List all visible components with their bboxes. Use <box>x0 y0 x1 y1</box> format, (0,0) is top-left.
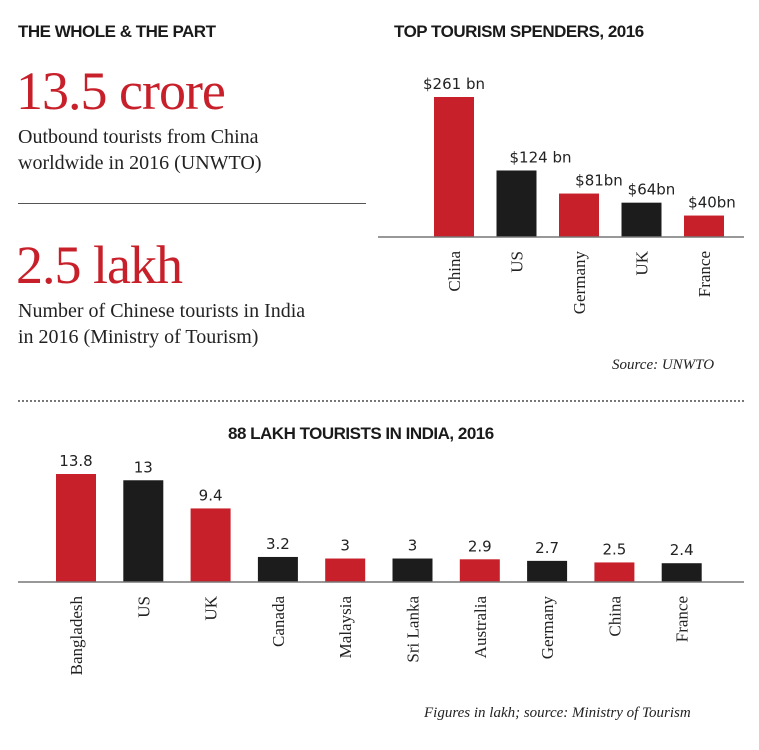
bar-france <box>661 563 702 582</box>
category-label: US <box>134 596 153 618</box>
category-label: US <box>508 251 527 273</box>
stat-india-desc-line1: Number of Chinese tourists in India <box>18 300 306 322</box>
category-label: Bangladesh <box>67 596 86 676</box>
value-label: 13 <box>134 458 153 476</box>
bar-canada <box>257 556 298 582</box>
value-label: 9.4 <box>199 486 223 504</box>
section-separator <box>18 400 744 402</box>
category-label: France <box>673 596 692 642</box>
bar-malaysia <box>325 558 366 582</box>
bar-bangladesh <box>56 474 96 582</box>
bar-china <box>594 562 635 582</box>
stat-india-value: 2.5 lakh <box>16 235 183 295</box>
category-label: Sri Lanka <box>404 596 423 663</box>
bar-us <box>496 170 537 237</box>
bar-sri-lanka <box>392 558 433 582</box>
bar-germany <box>559 193 599 237</box>
stat-india-desc-line2: in 2016 (Ministry of Tourism) <box>18 326 259 348</box>
bar-france <box>684 215 724 237</box>
spenders-chart-title: TOP TOURISM SPENDERS, 2016 <box>394 22 644 41</box>
value-label: $40bn <box>688 194 736 212</box>
stat-outbound-desc: Outbound tourists from China worldwide i… <box>18 124 378 176</box>
spenders-chart-source: Source: UNWTO <box>612 357 715 373</box>
value-label: 3 <box>340 537 350 555</box>
bar-uk <box>190 508 231 582</box>
category-label: China <box>445 251 464 292</box>
category-label: China <box>605 596 624 637</box>
category-label: Malaysia <box>336 596 355 659</box>
value-label: $124 bn <box>510 148 572 166</box>
bar-uk <box>621 202 662 237</box>
divider-rule <box>18 203 366 204</box>
stat-india-desc: Number of Chinese tourists in India in 2… <box>18 298 378 350</box>
value-label: 13.8 <box>59 452 92 470</box>
value-label: 2.5 <box>602 540 626 558</box>
stat-outbound-desc-line1: Outbound tourists from China <box>18 126 259 148</box>
value-label: $81bn <box>575 172 623 190</box>
bar-china <box>434 97 474 237</box>
value-label: $64bn <box>628 181 676 199</box>
india-chart-source: Figures in lakh; source: Ministry of Tou… <box>424 705 691 721</box>
category-label: Germany <box>538 596 557 660</box>
value-label: 2.9 <box>468 537 492 555</box>
value-label: 3.2 <box>266 535 290 553</box>
category-label: France <box>695 251 714 297</box>
bar-us <box>123 480 164 582</box>
category-label: Canada <box>269 596 288 647</box>
stat-outbound-value: 13.5 crore <box>16 61 226 121</box>
value-label: 2.4 <box>670 541 694 559</box>
stat-outbound-desc-line2: worldwide in 2016 (UNWTO) <box>18 152 262 174</box>
bar-australia <box>459 559 500 582</box>
category-label: Germany <box>570 251 589 315</box>
category-label: Australia <box>471 596 490 659</box>
category-label: UK <box>202 595 221 620</box>
category-label: UK <box>633 250 652 275</box>
value-label: 3 <box>408 537 418 555</box>
bar-germany <box>527 560 568 582</box>
india-chart-title: 88 LAKH TOURISTS IN INDIA, 2016 <box>228 424 494 443</box>
value-label: $261 bn <box>423 75 485 93</box>
value-label: 2.7 <box>535 539 559 557</box>
left-panel-title: THE WHOLE & THE PART <box>18 22 216 41</box>
